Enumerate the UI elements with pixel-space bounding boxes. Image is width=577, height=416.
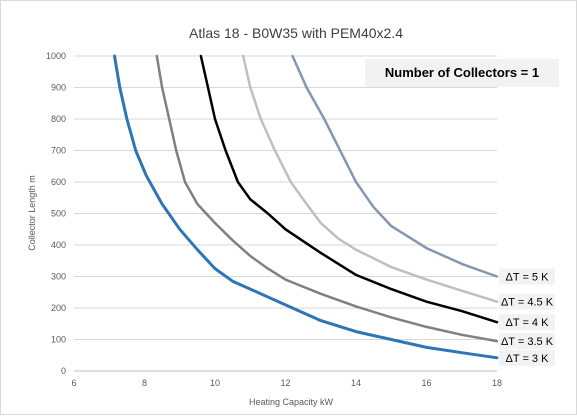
series-label-2: ΔT = 3.5 K (501, 336, 554, 348)
series-line-3 (201, 56, 497, 322)
y-tick-label: 200 (51, 303, 66, 313)
y-tick-label: 1000 (46, 51, 66, 61)
y-tick-label: 700 (51, 146, 66, 156)
y-tick-label: 100 (51, 335, 66, 345)
y-tick-label: 500 (51, 209, 66, 219)
y-tick-label: 300 (51, 272, 66, 282)
x-tick-label: 12 (280, 378, 290, 388)
x-tick-label: 6 (71, 378, 76, 388)
y-tick-label: 400 (51, 240, 66, 250)
y-axis-label: Collector Length m (27, 175, 37, 251)
series-label-4: ΔT = 4.5 K (501, 297, 554, 309)
y-tick-label: 900 (51, 83, 66, 93)
x-tick-label: 8 (142, 378, 147, 388)
x-tick-label: 10 (210, 378, 220, 388)
series-line-4 (243, 56, 497, 302)
x-tick-label: 14 (351, 378, 361, 388)
series-labels: ΔT = 3 K ΔT = 3.5 K ΔT = 4 K ΔT = 4.5 K ΔT =… (499, 269, 555, 366)
y-tick-label: 600 (51, 177, 66, 187)
series-line-1 (115, 56, 498, 358)
series-lines (115, 56, 498, 358)
series-line-2 (157, 56, 497, 341)
y-tick-label: 0 (61, 366, 66, 376)
series-label-3: ΔT = 4 K (506, 317, 550, 329)
gridlines (74, 56, 497, 340)
series-line-5 (293, 56, 498, 277)
x-tick-label: 18 (492, 378, 502, 388)
series-label-5: ΔT = 5 K (506, 272, 550, 284)
chart-title: Atlas 18 - B0W35 with PEM40x2.4 (189, 25, 403, 41)
x-tick-label: 16 (421, 378, 431, 388)
x-axis-label: Heating Capacity kW (249, 397, 334, 407)
y-tick-label: 800 (51, 114, 66, 124)
collectors-annotation: Number of Collectors = 1 (385, 65, 539, 80)
series-label-1: ΔT = 3 K (506, 353, 550, 365)
